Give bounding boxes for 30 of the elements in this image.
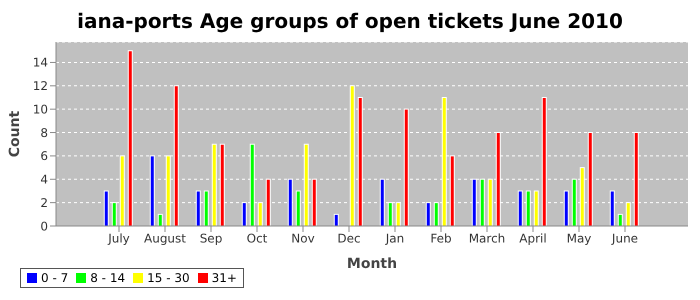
- y-tick-label: 0: [40, 219, 48, 234]
- x-tick-label: Oct: [246, 232, 268, 246]
- y-tick-label: 2: [40, 196, 48, 210]
- bar: [334, 214, 339, 226]
- bar: [158, 214, 163, 226]
- legend-label: 0 - 7: [40, 271, 68, 285]
- y-tick-label: 6: [40, 149, 48, 164]
- x-tick-label: Dec: [337, 232, 361, 246]
- x-tick-label: May: [566, 232, 592, 246]
- y-tick-label: 10: [32, 102, 48, 116]
- x-tick-label: Jan: [384, 232, 404, 246]
- x-tick-label: Nov: [291, 232, 315, 246]
- legend-label: 8 - 14: [89, 271, 126, 285]
- x-tick-label: July: [107, 232, 130, 246]
- y-tick-label: 12: [32, 79, 48, 94]
- legend-label: 31+: [210, 271, 237, 285]
- x-tick-label: March: [468, 232, 506, 246]
- legend-label: 15 - 30: [146, 271, 190, 285]
- y-tick-label: 4: [40, 172, 48, 187]
- x-tick-label: April: [519, 232, 547, 246]
- bar: [618, 214, 623, 226]
- x-tick-label: June: [610, 232, 638, 246]
- chart-title: iana-ports Age groups of open tickets June 2010: [76, 8, 624, 35]
- y-axis-title: Count: [6, 110, 23, 158]
- x-axis-title: Month: [346, 256, 398, 272]
- x-tick-label: Sep: [200, 232, 222, 246]
- y-tick-label: 8: [40, 126, 48, 140]
- y-tick-label: 14: [32, 56, 48, 70]
- x-tick-label: August: [144, 232, 186, 246]
- x-tick-label: Feb: [430, 232, 452, 246]
